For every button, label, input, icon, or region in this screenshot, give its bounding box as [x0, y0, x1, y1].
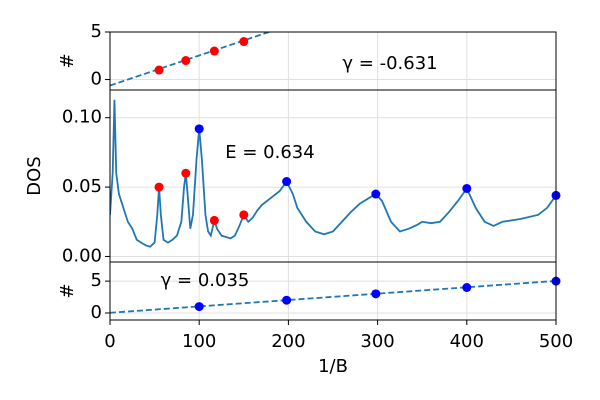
marker	[282, 177, 292, 187]
marker	[239, 37, 249, 47]
marker	[154, 65, 164, 75]
y-axis-label: #	[57, 53, 78, 68]
y-tick-label: 0.05	[62, 176, 102, 197]
x-axis-label: 1/B	[318, 356, 348, 377]
x-tick-label: 0	[104, 331, 115, 352]
marker	[209, 46, 219, 56]
marker	[181, 56, 191, 66]
marker	[194, 124, 204, 134]
marker	[371, 189, 381, 199]
y-tick-label: 5	[91, 270, 102, 291]
annotation: E = 0.634	[225, 142, 314, 163]
marker	[282, 295, 292, 305]
marker	[462, 183, 472, 193]
y-tick-label: 0	[91, 302, 102, 323]
plot-frame	[109, 261, 557, 321]
annotation: γ = -0.631	[342, 53, 437, 74]
y-tick-label: 5	[91, 21, 102, 42]
plot-frame	[109, 31, 557, 91]
y-tick-label: 0.10	[62, 107, 102, 128]
x-tick-label: 100	[182, 331, 216, 352]
marker	[181, 168, 191, 178]
annotation: γ = 0.035	[161, 270, 250, 291]
x-tick-label: 300	[360, 331, 394, 352]
marker	[194, 302, 204, 312]
marker	[239, 210, 249, 220]
marker	[154, 182, 164, 192]
marker	[209, 215, 219, 225]
x-tick-label: 400	[450, 331, 484, 352]
x-tick-label: 500	[539, 331, 573, 352]
line	[110, 99, 556, 248]
y-axis-label: DOS	[24, 156, 45, 195]
marker	[371, 289, 381, 299]
y-axis-label: #	[57, 283, 78, 298]
marker	[462, 282, 472, 292]
y-tick-label: 0.00	[62, 245, 102, 266]
line	[110, 32, 271, 87]
y-tick-label: 0	[91, 69, 102, 90]
line	[110, 280, 556, 314]
x-tick-label: 200	[271, 331, 305, 352]
